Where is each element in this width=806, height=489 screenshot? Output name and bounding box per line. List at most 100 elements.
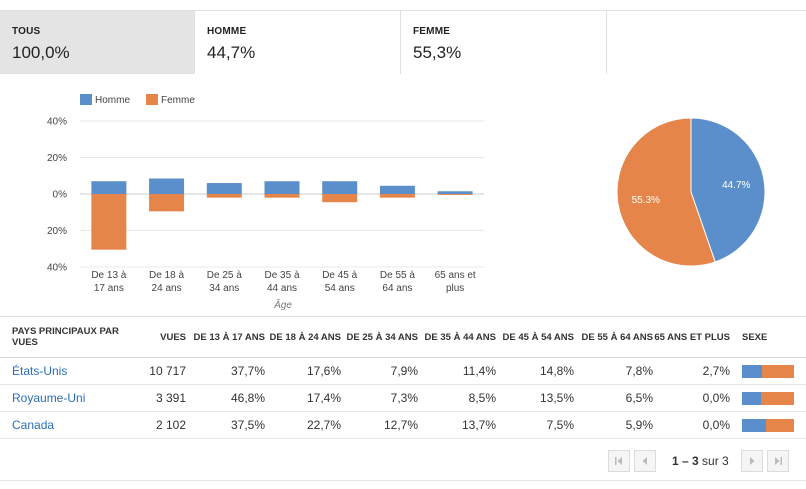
pie-slice bbox=[690, 117, 766, 263]
y-tick-label: 20% bbox=[47, 226, 67, 237]
male-share-bar bbox=[742, 364, 762, 378]
tab-female-label: FEMME bbox=[413, 26, 451, 37]
x-tick-label: De 18 à bbox=[149, 270, 184, 281]
tab-female[interactable]: FEMME 55,3% bbox=[401, 11, 607, 74]
age-gender-charts: Homme Femme 40% 20% 0% 20% 40% De 13 à 17 ans De … bbox=[47, 94, 766, 311]
age-share-cell: 46,8% bbox=[230, 391, 265, 405]
x-tick-label: 34 ans bbox=[209, 283, 239, 294]
bar-female bbox=[322, 194, 358, 203]
header-sex: SEXE bbox=[742, 331, 768, 343]
age-share-cell: 7,5% bbox=[546, 418, 574, 432]
x-tick-label: 64 ans bbox=[382, 283, 412, 294]
tab-all-label: TOUS bbox=[12, 26, 41, 37]
x-tick-label: 17 ans bbox=[94, 283, 124, 294]
age-share-cell: 5,9% bbox=[625, 418, 653, 432]
views-cell: 3 391 bbox=[155, 391, 186, 405]
table-header: PAYS PRINCIPAUX PAR VUES VUES DE 13 À 17… bbox=[0, 316, 806, 358]
x-tick-label: 44 ans bbox=[267, 283, 297, 294]
sex-ratio-bar bbox=[742, 418, 794, 432]
pagination: 1 – 3 sur 3 bbox=[608, 449, 789, 473]
age-share-cell: 17,6% bbox=[306, 364, 341, 378]
header-age-13-17: DE 13 À 17 ANS bbox=[193, 331, 265, 343]
age-share-cell: 0,0% bbox=[702, 391, 730, 405]
next-page-icon bbox=[749, 457, 755, 465]
x-tick-label: De 35 à bbox=[264, 270, 299, 281]
next-page-button[interactable] bbox=[740, 450, 763, 472]
x-tick-label: De 25 à bbox=[207, 270, 242, 281]
bar-male bbox=[437, 191, 473, 194]
country-link[interactable]: États-Unis bbox=[12, 364, 68, 378]
table-row: États-Unis 10 717 37,7% 17,6% 7,9% 11,4% 14,8%… bbox=[0, 358, 806, 385]
country-link[interactable]: Canada bbox=[12, 418, 55, 432]
header-age-45-54: DE 45 À 54 ANS bbox=[502, 331, 574, 343]
female-share-bar bbox=[761, 391, 794, 405]
bar-male bbox=[91, 181, 127, 194]
prev-page-icon bbox=[642, 457, 647, 465]
bar-male bbox=[206, 183, 242, 194]
male-share-bar bbox=[742, 391, 761, 405]
y-tick-label: 40% bbox=[47, 117, 67, 128]
tab-male[interactable]: HOMME 44,7% bbox=[195, 11, 401, 74]
male-share-bar bbox=[742, 418, 766, 432]
header-age-55-64: DE 55 À 64 ANS bbox=[581, 331, 653, 343]
female-share-bar bbox=[762, 364, 794, 378]
table-row: Canada 2 102 37,5% 22,7% 12,7% 13,7% 7,5% 5,9% 0… bbox=[0, 412, 806, 439]
age-share-cell: 14,8% bbox=[539, 364, 574, 378]
table-body: États-Unis 10 717 37,7% 17,6% 7,9% 11,4% 14,8%… bbox=[0, 358, 806, 439]
y-tick-label: 40% bbox=[47, 263, 67, 274]
legend-label: Femme bbox=[161, 95, 195, 106]
bar-female bbox=[379, 194, 415, 198]
age-share-cell: 7,8% bbox=[625, 364, 653, 378]
age-share-cell: 11,4% bbox=[462, 364, 496, 378]
bar-female bbox=[264, 194, 300, 198]
sex-cell bbox=[730, 418, 806, 432]
x-tick-label: 54 ans bbox=[325, 283, 355, 294]
first-page-button[interactable] bbox=[608, 450, 630, 472]
age-share-cell: 7,3% bbox=[390, 391, 418, 405]
header-age-35-44: DE 35 À 44 ANS bbox=[424, 331, 496, 343]
bottom-divider bbox=[0, 480, 806, 481]
summary-tabs: TOUS 100,0% HOMME 44,7% FEMME 55,3% bbox=[0, 10, 806, 74]
first-page-icon bbox=[615, 457, 622, 465]
bar-male bbox=[322, 181, 358, 194]
x-tick-label: De 55 à bbox=[380, 270, 415, 281]
age-share-cell: 7,9% bbox=[390, 364, 418, 378]
sex-cell bbox=[730, 391, 806, 405]
age-share-cell: 13,5% bbox=[539, 391, 574, 405]
age-share-cell: 2,7% bbox=[702, 364, 730, 378]
bar-female bbox=[206, 194, 242, 198]
header-age-25-34: DE 25 À 34 ANS bbox=[346, 331, 418, 343]
bar-male bbox=[379, 185, 415, 194]
age-share-cell: 17,4% bbox=[306, 391, 341, 405]
tab-all[interactable]: TOUS 100,0% bbox=[0, 11, 195, 74]
y-tick-label: 20% bbox=[47, 153, 67, 164]
sex-ratio-bar bbox=[742, 364, 794, 378]
views-cell: 10 717 bbox=[149, 364, 186, 378]
page-total: sur 3 bbox=[702, 454, 729, 468]
prev-page-button[interactable] bbox=[634, 450, 656, 472]
page-range: 1 – 3 bbox=[672, 454, 699, 468]
country-link[interactable]: Royaume-Uni bbox=[12, 391, 86, 405]
pie-label: 44.7% bbox=[722, 180, 750, 191]
table-row: Royaume-Uni 3 391 46,8% 17,4% 7,3% 8,5% 13,5% 6… bbox=[0, 385, 806, 412]
bar-female bbox=[149, 194, 185, 212]
age-share-cell: 37,7% bbox=[230, 364, 265, 378]
age-share-cell: 12,7% bbox=[383, 418, 418, 432]
age-share-cell: 22,7% bbox=[306, 418, 341, 432]
tab-empty bbox=[607, 11, 806, 74]
sex-ratio-bar bbox=[742, 391, 794, 405]
age-share-cell: 37,5% bbox=[230, 418, 265, 432]
x-tick-label: De 13 à bbox=[91, 270, 126, 281]
tab-female-value: 55,3% bbox=[413, 43, 462, 62]
legend-label: Homme bbox=[95, 95, 130, 106]
bar-female bbox=[91, 194, 127, 250]
x-axis-title: Âge bbox=[273, 298, 292, 311]
views-cell: 2 102 bbox=[155, 418, 186, 432]
tab-all-value: 100,0% bbox=[12, 43, 70, 62]
x-tick-label: 65 ans et bbox=[435, 270, 476, 281]
x-tick-label: 24 ans bbox=[152, 283, 182, 294]
header-country: PAYS PRINCIPAUX PAR VUES bbox=[12, 326, 119, 348]
bar-female bbox=[437, 194, 473, 195]
age-share-cell: 8,5% bbox=[468, 391, 496, 405]
last-page-button[interactable] bbox=[766, 450, 789, 472]
